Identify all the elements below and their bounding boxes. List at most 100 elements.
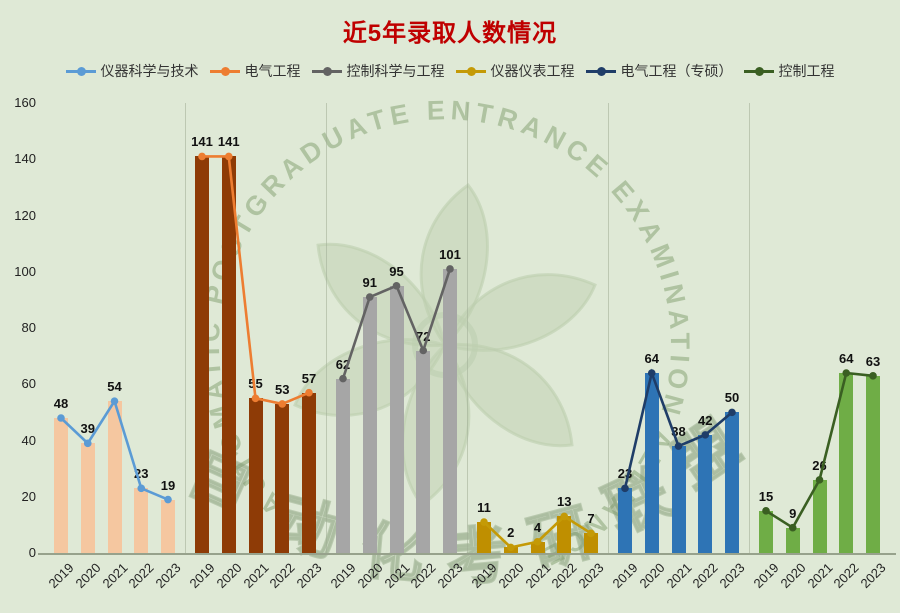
y-axis-tick: 40: [21, 432, 36, 448]
legend-item: 控制工程: [743, 61, 835, 81]
bar-series5-2019: [618, 488, 632, 553]
y-axis-tick: 80: [21, 320, 36, 335]
value-label: 63: [865, 353, 881, 369]
x-axis-label: 2023: [293, 560, 325, 592]
value-label: 42: [698, 412, 713, 428]
x-axis-label: 2021: [99, 560, 131, 592]
x-axis-label: 2023: [434, 560, 466, 592]
bar-series2-2020: [221, 156, 236, 553]
value-label: 48: [53, 396, 69, 411]
y-axis-tick: 160: [14, 95, 36, 110]
legend-line-marker-icon: [209, 66, 240, 76]
bar-series4-2020: [503, 547, 518, 553]
legend-item-label: 电气工程（专硕）: [620, 63, 733, 79]
legend-item-label: 控制科学与工程: [346, 63, 445, 79]
bar-series6-2020: [785, 527, 800, 553]
bar-series3-2023: [443, 268, 457, 553]
x-axis-label: 2021: [522, 560, 554, 592]
group-separator: [749, 103, 750, 553]
value-label: 54: [107, 379, 122, 395]
value-label: 4: [533, 519, 542, 535]
bar-series3-2020: [362, 297, 377, 553]
legend-item-label: 仪器科学与技术: [100, 63, 199, 79]
x-axis-label: 2020: [636, 560, 668, 592]
value-label: 62: [335, 356, 351, 372]
x-axis-label: 2021: [381, 560, 413, 592]
legend-item: 仪器科学与技术: [65, 61, 199, 81]
bar-series3-2022: [416, 350, 431, 553]
legend-dot-icon: [76, 66, 86, 76]
x-axis-label: 2021: [663, 560, 695, 592]
bar-series3-2021: [389, 285, 404, 553]
x-axis-label: 2020: [213, 560, 245, 592]
x-axis-label: 2019: [609, 560, 641, 592]
y-axis-tick: 140: [14, 151, 36, 167]
value-label: 13: [557, 494, 572, 510]
group-separator: [326, 103, 327, 553]
series-line: [202, 155, 310, 406]
bar-series2-2023: [302, 392, 316, 553]
value-label: 39: [80, 421, 95, 437]
bar-series5-2022: [698, 434, 713, 553]
x-axis-label: 2020: [777, 560, 809, 592]
bar-series2-2021: [248, 398, 263, 553]
bar-series4-2021: [530, 541, 545, 553]
legend-item-label: 电气工程: [244, 63, 301, 79]
bar-series6-2021: [812, 479, 827, 553]
x-axis-label: 2022: [125, 560, 157, 592]
x-axis-label: 2022: [266, 560, 298, 592]
y-axis-tick: 20: [21, 488, 36, 504]
x-axis-label: 2019: [468, 560, 500, 592]
bar-series1-2022: [134, 488, 149, 553]
x-axis-label: 2022: [548, 560, 580, 592]
x-axis-label: 2023: [857, 560, 889, 592]
value-label: 141: [191, 134, 213, 150]
value-label: 23: [617, 466, 633, 482]
legend-item: 电气工程: [209, 61, 301, 81]
value-label: 7: [587, 511, 595, 527]
x-axis-label: 2022: [830, 560, 862, 592]
value-label: 57: [301, 370, 317, 386]
legend-line-marker-icon: [311, 66, 342, 76]
bar-series4-2023: [584, 533, 598, 553]
group-separator: [608, 103, 609, 553]
x-axis-label: 2020: [354, 560, 386, 592]
value-label: 19: [160, 477, 176, 493]
y-axis-tick: 100: [14, 263, 36, 279]
legend-item-label: 控制工程: [778, 63, 835, 79]
bar-series1-2023: [161, 499, 175, 553]
value-label: 15: [758, 488, 774, 504]
bar-series2-2022: [275, 403, 290, 553]
x-axis-label: 2023: [152, 560, 184, 592]
legend-item-label: 仪器仪表工程: [490, 63, 575, 79]
bar-series1-2020: [80, 443, 95, 553]
legend-dot-icon: [596, 66, 606, 76]
group-separator: [467, 103, 468, 553]
y-axis-tick: 120: [14, 207, 36, 223]
bar-series5-2023: [725, 412, 739, 553]
bar-series2-2019: [195, 156, 209, 553]
y-axis-tick: 0: [28, 545, 36, 560]
bar-series1-2019: [54, 418, 68, 553]
bar-series6-2022: [839, 373, 854, 553]
legend-item: 仪器仪表工程: [455, 61, 575, 81]
x-axis-label: 2022: [407, 560, 439, 592]
x-axis-label: 2019: [186, 560, 218, 592]
legend-line-marker-icon: [65, 66, 96, 76]
x-axis-label: 2019: [45, 560, 77, 592]
bar-series5-2021: [671, 446, 686, 553]
chart-title: 近5年录取人数情况: [342, 20, 558, 47]
legend-item: 控制科学与工程: [311, 61, 445, 81]
legend-dot-icon: [754, 66, 764, 76]
x-axis-label: 2023: [716, 560, 748, 592]
legend: 仪器科学与技术 电气工程 控制科学与工程 仪器仪表工程 电气工程（专硕） 控制工程: [0, 61, 900, 81]
value-label: 11: [477, 500, 491, 516]
value-label: 72: [416, 328, 431, 344]
value-label: 95: [389, 263, 404, 279]
legend-dot-icon: [220, 66, 230, 76]
legend-dot-icon: [322, 66, 332, 76]
value-label: 9: [789, 505, 797, 521]
value-label: 141: [217, 134, 240, 150]
